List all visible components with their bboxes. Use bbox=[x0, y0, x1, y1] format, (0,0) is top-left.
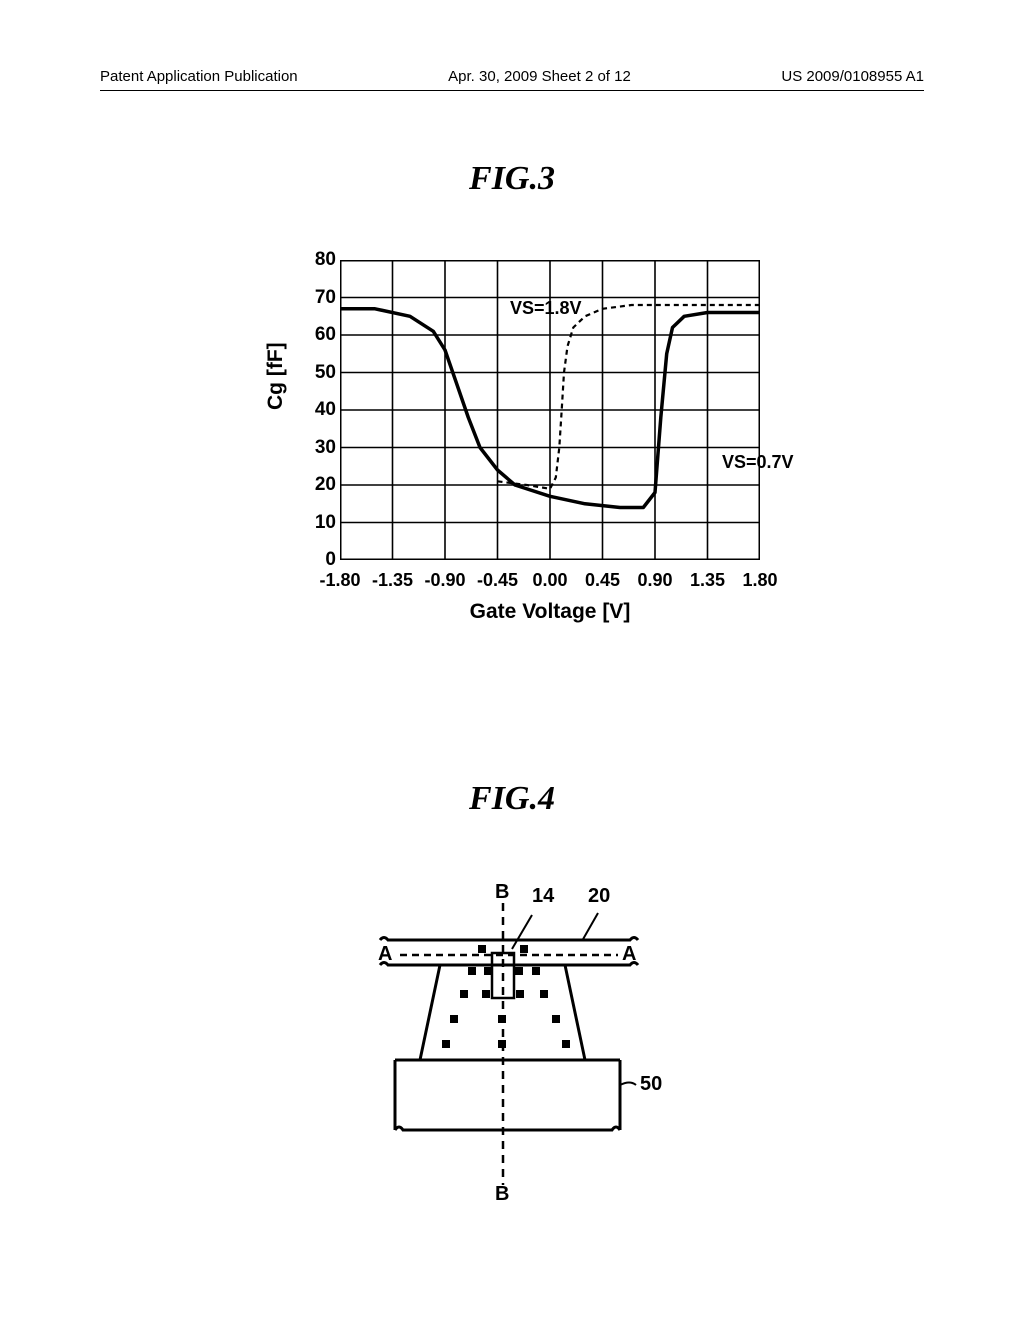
fig3-ytick: 0 bbox=[296, 549, 336, 571]
fig3-xtick: -1.80 bbox=[319, 570, 360, 591]
fig3-title: FIG.3 bbox=[0, 160, 1024, 198]
fig3-xlabel: Gate Voltage [V] bbox=[420, 600, 680, 624]
fig3-xtick: -0.90 bbox=[424, 570, 465, 591]
fig3-xtick: 1.80 bbox=[742, 570, 777, 591]
fig4-label-B-top: B bbox=[495, 881, 509, 904]
fig3-ylabel: Cg [fF] bbox=[264, 342, 288, 410]
fig4-svg bbox=[360, 885, 670, 1205]
fig4-diagram: B 14 20 A A 50 B bbox=[360, 885, 670, 1205]
fig4-label-A-right: A bbox=[622, 943, 636, 966]
fig3-ytick: 50 bbox=[296, 362, 336, 384]
fig4-label-B-bottom: B bbox=[495, 1183, 509, 1206]
header-center: Apr. 30, 2009 Sheet 2 of 12 bbox=[448, 68, 631, 85]
fig4-label-A-left: A bbox=[378, 943, 392, 966]
fig3-series-dashed-label: VS=1.8V bbox=[510, 298, 582, 319]
fig3-ytick: 70 bbox=[296, 287, 336, 309]
fig3-xtick: 0.90 bbox=[637, 570, 672, 591]
header-right: US 2009/0108955 A1 bbox=[781, 68, 924, 85]
fig4-label-14: 14 bbox=[532, 885, 554, 908]
fig3-series-solid-label: VS=0.7V bbox=[722, 452, 794, 473]
fig3-xtick: -0.45 bbox=[477, 570, 518, 591]
page-header: Patent Application Publication Apr. 30, … bbox=[0, 68, 1024, 85]
fig3-ytick: 60 bbox=[296, 324, 336, 346]
fig3-ytick: 40 bbox=[296, 399, 336, 421]
fig3-ytick: 20 bbox=[296, 474, 336, 496]
fig3-ytick: 80 bbox=[296, 249, 336, 271]
header-rule bbox=[100, 90, 924, 91]
fig3-chart: Cg [fF] 01020304050607080 -1.80-1.35-0.9… bbox=[280, 260, 770, 640]
fig3-xtick: 0.45 bbox=[585, 570, 620, 591]
fig3-ytick: 10 bbox=[296, 512, 336, 534]
fig3-xtick: 1.35 bbox=[690, 570, 725, 591]
fig3-xtick: -1.35 bbox=[372, 570, 413, 591]
fig4-label-50: 50 bbox=[640, 1073, 662, 1096]
fig3-ytick: 30 bbox=[296, 437, 336, 459]
fig3-xtick: 0.00 bbox=[532, 570, 567, 591]
fig4-title: FIG.4 bbox=[0, 780, 1024, 818]
header-left: Patent Application Publication bbox=[100, 68, 298, 85]
fig4-label-20: 20 bbox=[588, 885, 610, 908]
